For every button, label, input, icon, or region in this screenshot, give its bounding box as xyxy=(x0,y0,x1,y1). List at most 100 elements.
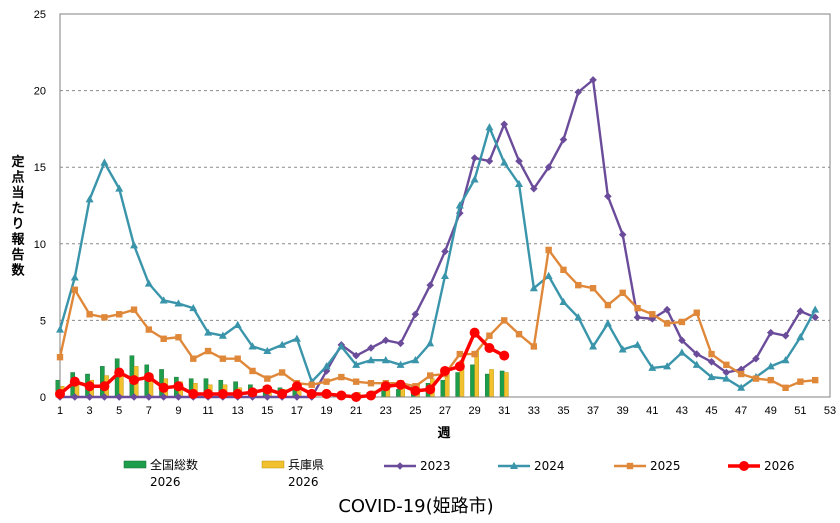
data-point xyxy=(574,88,583,96)
y-tick-label: 20 xyxy=(34,86,46,98)
data-point xyxy=(708,350,715,358)
data-point xyxy=(677,348,686,356)
data-point xyxy=(693,309,700,316)
data-point xyxy=(781,356,790,364)
data-point xyxy=(367,344,375,352)
data-point xyxy=(203,388,214,399)
data-point xyxy=(589,76,597,84)
data-point xyxy=(440,365,450,376)
data-point xyxy=(692,360,701,368)
data-point xyxy=(619,289,626,297)
data-point xyxy=(189,303,198,312)
legend-item-2026: 2026 xyxy=(728,459,795,473)
data-point xyxy=(544,271,553,279)
data-point xyxy=(130,241,139,249)
data-point xyxy=(145,393,153,401)
data-point xyxy=(737,383,746,391)
data-point xyxy=(160,335,167,342)
data-point xyxy=(781,331,790,340)
data-point xyxy=(380,381,391,392)
y-axis-label-char: た xyxy=(11,202,24,217)
data-point xyxy=(426,281,434,289)
y-axis-label-char: 当 xyxy=(11,185,24,201)
data-point xyxy=(263,393,272,401)
data-point xyxy=(367,380,375,387)
data-point xyxy=(291,381,302,392)
legend-item-2024: 2024 xyxy=(498,459,565,473)
y-tick-label: 25 xyxy=(34,9,46,21)
data-point xyxy=(190,355,197,362)
gridlines xyxy=(60,90,830,321)
data-point xyxy=(500,158,509,166)
data-point xyxy=(352,360,361,368)
data-point xyxy=(262,384,273,395)
data-point xyxy=(115,393,124,401)
data-point xyxy=(454,361,465,372)
legend-label: 全国総数 xyxy=(150,457,198,472)
bar-national xyxy=(470,364,475,398)
bar-hyogo xyxy=(489,369,494,398)
data-point xyxy=(381,336,390,345)
data-point xyxy=(248,342,257,350)
y-tick-label: 5 xyxy=(40,315,46,327)
data-point xyxy=(618,230,627,239)
data-point xyxy=(336,390,347,401)
data-point xyxy=(174,393,183,401)
series-2026 xyxy=(55,327,510,402)
legend-item-兵庫県: 兵庫県 2026 xyxy=(261,458,324,489)
data-point xyxy=(499,350,510,361)
legend-marker xyxy=(510,461,518,469)
bar-national xyxy=(440,379,446,398)
bar-national xyxy=(381,390,386,398)
data-point xyxy=(530,184,538,193)
bar-national xyxy=(455,372,461,398)
legend-label-year: 2026 xyxy=(150,475,181,489)
data-point xyxy=(633,340,642,348)
data-point xyxy=(766,362,775,370)
series-line xyxy=(60,78,816,399)
data-point xyxy=(426,372,434,379)
y-tick-label: 15 xyxy=(34,162,46,174)
legend-label: 2023 xyxy=(420,459,451,473)
x-tick-label: 53 xyxy=(824,405,836,417)
data-point xyxy=(144,279,153,287)
x-tick-label: 43 xyxy=(676,405,688,417)
data-point xyxy=(767,376,774,384)
data-point xyxy=(84,381,95,392)
legend-swatch xyxy=(123,460,147,469)
data-point xyxy=(263,346,272,355)
x-tick-label: 33 xyxy=(528,405,540,417)
data-point xyxy=(469,327,480,338)
data-point xyxy=(575,281,582,289)
data-point xyxy=(707,372,716,381)
data-point xyxy=(101,314,108,321)
y-axis-label-char: 報 xyxy=(11,232,25,248)
data-point xyxy=(707,357,716,366)
data-point xyxy=(249,367,256,375)
data-point xyxy=(114,367,125,378)
x-tick-label: 27 xyxy=(439,405,451,417)
legend-marker xyxy=(739,461,749,471)
data-point xyxy=(515,157,523,165)
data-point xyxy=(678,336,686,345)
x-tick-label: 11 xyxy=(202,405,213,417)
data-point xyxy=(232,388,243,399)
data-point xyxy=(811,305,820,313)
x-axis-label: 週 xyxy=(437,426,450,441)
data-point xyxy=(545,246,552,254)
data-point xyxy=(737,370,745,378)
data-point xyxy=(159,296,168,304)
data-point xyxy=(796,333,805,341)
data-point xyxy=(173,381,184,392)
legend-marker xyxy=(396,462,404,470)
data-point xyxy=(70,273,79,281)
y-axis-label-char: 定 xyxy=(10,154,24,170)
data-point xyxy=(484,342,495,353)
data-point xyxy=(264,375,271,382)
data-point xyxy=(560,266,567,274)
data-point xyxy=(351,392,362,402)
data-point xyxy=(722,374,731,382)
data-point xyxy=(234,355,241,362)
data-point xyxy=(143,372,154,383)
data-point xyxy=(515,179,524,188)
